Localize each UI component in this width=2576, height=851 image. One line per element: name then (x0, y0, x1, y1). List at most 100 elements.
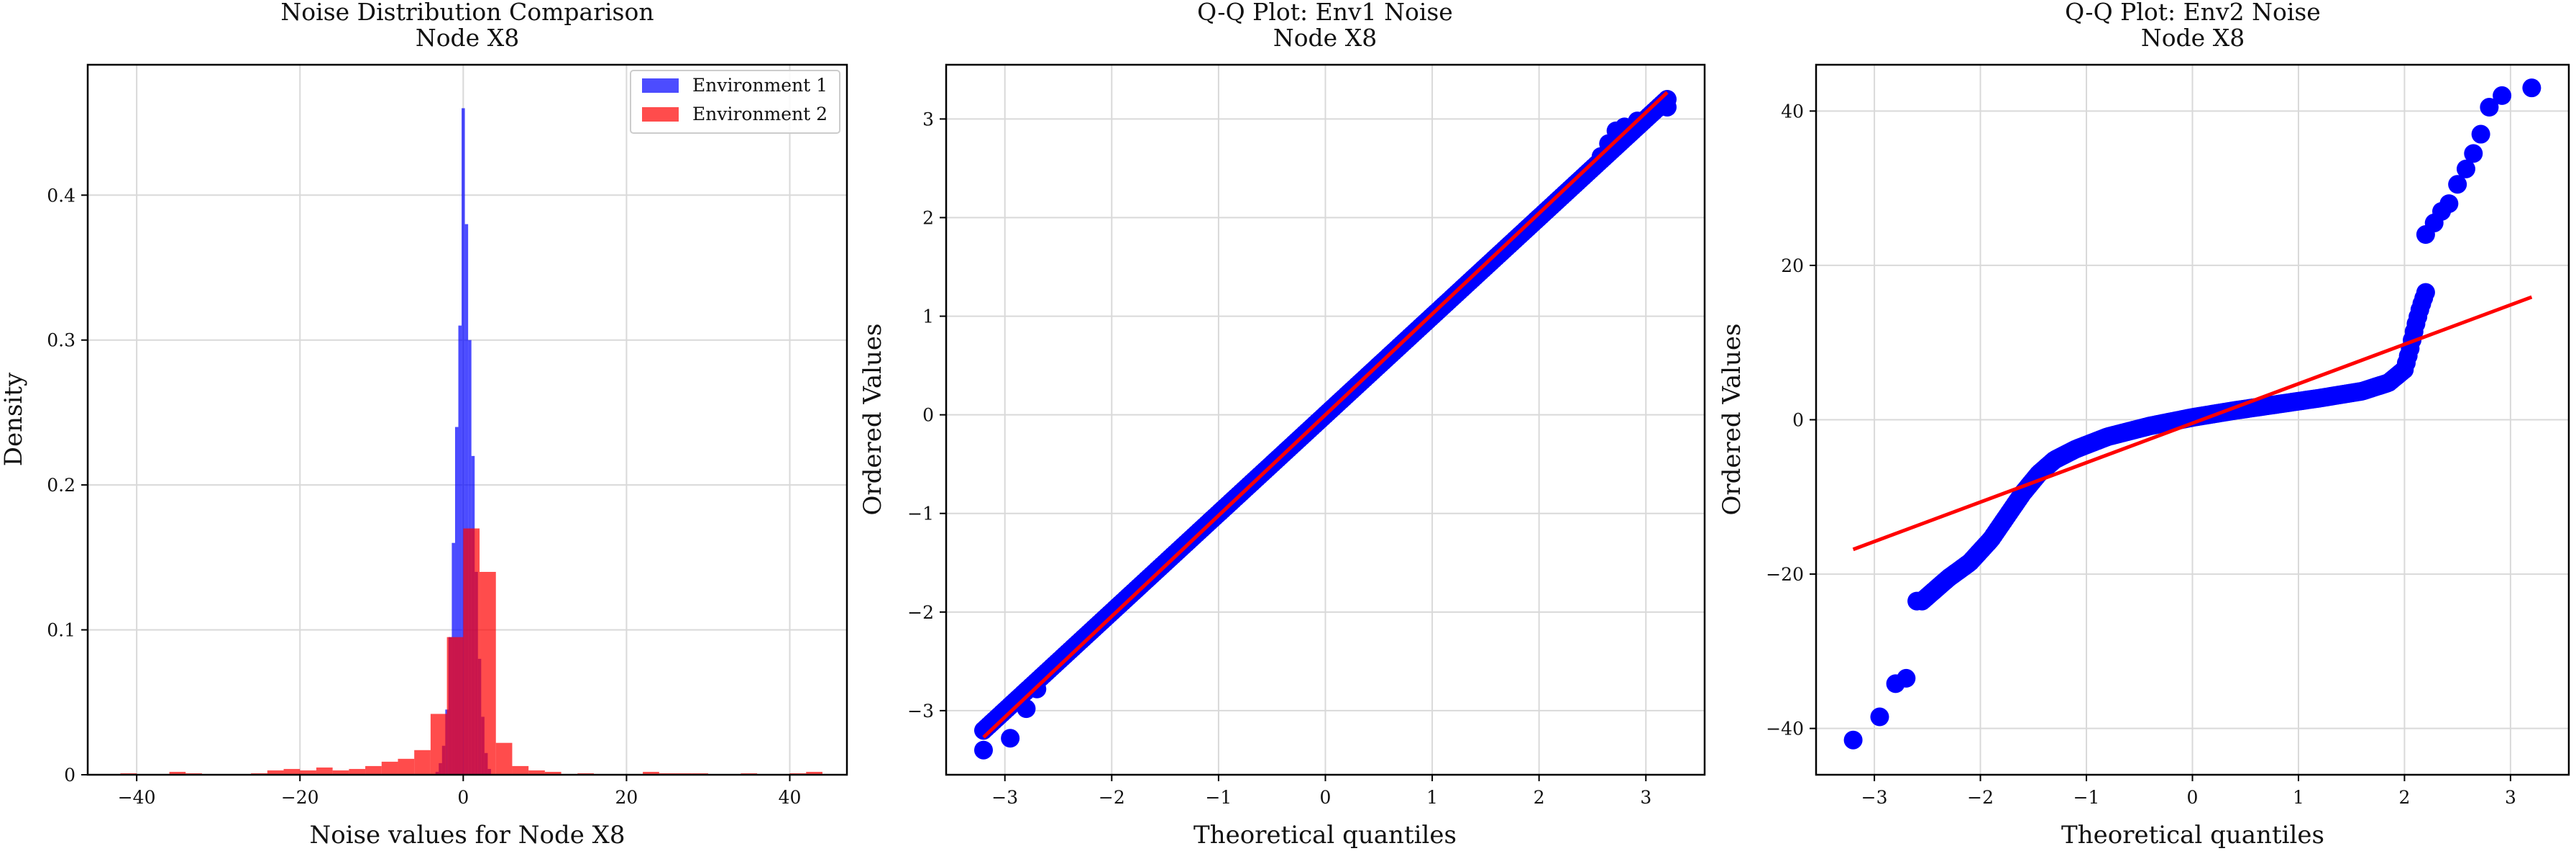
qq-point (2471, 124, 2490, 144)
qq-point (974, 740, 994, 760)
histogram-bar (169, 771, 186, 775)
axis-ticks: −3 −2 −1 0 1 2 3 −40 −20 0 20 40 (1766, 101, 2516, 808)
y-tick-label: 0.3 (47, 330, 75, 351)
y-tick-label: −2 (907, 602, 934, 623)
histogram-bar (300, 770, 316, 775)
y-tick-label: 0 (922, 405, 934, 426)
reference-line (982, 91, 1669, 739)
histogram-bar (365, 765, 382, 775)
legend-swatch-environment-2 (642, 107, 679, 122)
y-tick-label: 0.2 (47, 475, 75, 496)
histogram-bar (454, 427, 459, 775)
x-tick-label: 1 (2293, 787, 2304, 808)
legend: Environment 1 Environment 2 (630, 70, 840, 134)
x-tick-label: −3 (991, 787, 1018, 808)
reference-line (1852, 295, 2533, 552)
histogram-bar (430, 714, 447, 775)
histogram-bar (480, 572, 496, 775)
y-tick-label: −3 (907, 701, 934, 722)
x-tick-label: −3 (1861, 787, 1888, 808)
histogram-bar (446, 637, 464, 775)
y-tick-label: 3 (922, 109, 934, 129)
x-tick-label: 0 (2187, 787, 2199, 808)
x-tick-label: 0 (1320, 787, 1331, 808)
histogram-bar (495, 742, 513, 775)
histogram-bar (544, 771, 562, 775)
x-tick-label: −2 (1099, 787, 1125, 808)
x-axis-label: Theoretical quantiles (2061, 821, 2324, 850)
histogram-bar (464, 224, 469, 775)
y-axis-label: Ordered Values (858, 323, 887, 515)
qq-point (2439, 194, 2459, 214)
histogram-bar (512, 765, 529, 775)
x-tick-label: 1 (1426, 787, 1438, 808)
x-tick-label: 40 (779, 787, 802, 808)
histogram-bar (462, 108, 465, 775)
chart-subtitle: Node X8 (416, 24, 519, 52)
y-axis-label: Ordered Values (1718, 323, 1746, 515)
qq-plot-env2-panel: −3 −2 −1 0 1 2 3 −40 −20 0 20 40 Q-Q Plot: Env2 Noi… (1718, 0, 2570, 850)
legend-box (630, 70, 840, 134)
y-tick-label: −20 (1766, 564, 1804, 585)
histogram-bar (806, 771, 822, 775)
y-tick-label: 40 (1781, 101, 1804, 122)
x-tick-label: −40 (118, 787, 156, 808)
y-tick-label: 0 (64, 765, 75, 786)
qq-point (1657, 97, 1677, 117)
qq-points (1843, 78, 2541, 750)
qq-point (1017, 699, 1036, 719)
x-tick-label: −1 (1205, 787, 1232, 808)
histogram-bars (120, 108, 822, 775)
qq-point (1001, 729, 1020, 748)
chart-subtitle: Node X8 (2141, 24, 2245, 52)
qq-point (1907, 591, 1927, 611)
histogram-bar (381, 761, 398, 775)
chart-subtitle: Node X8 (1273, 24, 1377, 52)
qq-point (2522, 78, 2541, 98)
x-tick-label: 3 (2505, 787, 2516, 808)
x-tick-label: 2 (1534, 787, 1545, 808)
histogram-bar (316, 767, 333, 775)
x-axis-label: Theoretical quantiles (1193, 821, 1457, 850)
y-axis-label: Density (0, 372, 28, 466)
x-axis-label: Noise values for Node X8 (310, 821, 625, 850)
qq-point (2448, 175, 2467, 194)
qq-plot-env1-panel: −3 −2 −1 0 1 2 3 −3 −2 −1 0 1 2 3 Q-Q Plot: Env1 Nois… (858, 0, 1706, 850)
y-tick-label: 20 (1781, 255, 1804, 276)
y-tick-label: 0.4 (47, 185, 75, 206)
qq-point (1843, 730, 1863, 750)
y-tick-label: 2 (922, 207, 934, 228)
qq-points (974, 89, 1677, 760)
x-tick-label: 0 (457, 787, 469, 808)
histogram-bar (398, 758, 415, 775)
legend-label-environment-1: Environment 1 (692, 75, 828, 96)
y-tick-label: 0.1 (47, 620, 75, 641)
axis-ticks: −40 −20 0 20 40 0 0.1 0.2 0.3 0.4 (47, 185, 801, 808)
y-tick-label: 1 (922, 306, 934, 327)
legend-label-environment-2: Environment 2 (692, 104, 828, 124)
histogram-bar (283, 768, 301, 775)
x-tick-label: −2 (1967, 787, 1994, 808)
histogram-panel: −40 −20 0 20 40 0 0.1 0.2 0.3 0.4 Noise Distribut… (0, 0, 848, 850)
y-tick-label: −1 (907, 504, 934, 524)
x-tick-label: −20 (281, 787, 319, 808)
chart-title: Q-Q Plot: Env2 Noise (2065, 0, 2321, 26)
x-tick-label: 20 (615, 787, 638, 808)
y-tick-label: 0 (1792, 410, 1804, 431)
x-tick-label: 2 (2398, 787, 2410, 808)
histogram-bar (463, 528, 480, 775)
qq-point (1870, 707, 1889, 727)
qq-point (2480, 98, 2499, 117)
chart-title: Q-Q Plot: Env1 Noise (1197, 0, 1453, 26)
x-tick-label: 3 (1640, 787, 1651, 808)
histogram-bar (332, 770, 349, 775)
x-tick-label: −1 (2073, 787, 2100, 808)
qq-point (2464, 144, 2483, 163)
qq-point (2456, 159, 2475, 178)
histogram-bar (643, 771, 659, 775)
histogram-bar (267, 770, 284, 775)
histogram-bar (349, 768, 366, 775)
legend-swatch-environment-1 (642, 78, 679, 93)
histogram-bar (528, 770, 545, 775)
